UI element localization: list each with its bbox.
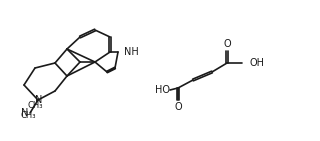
Text: CH₃: CH₃	[27, 101, 43, 110]
Text: NH: NH	[124, 47, 139, 57]
Text: O: O	[174, 102, 182, 112]
Text: N: N	[21, 108, 29, 118]
Text: O: O	[223, 39, 231, 49]
Text: HO: HO	[156, 85, 171, 95]
Text: OH: OH	[250, 58, 265, 68]
Text: CH₃: CH₃	[20, 111, 36, 120]
Text: N: N	[35, 95, 43, 105]
